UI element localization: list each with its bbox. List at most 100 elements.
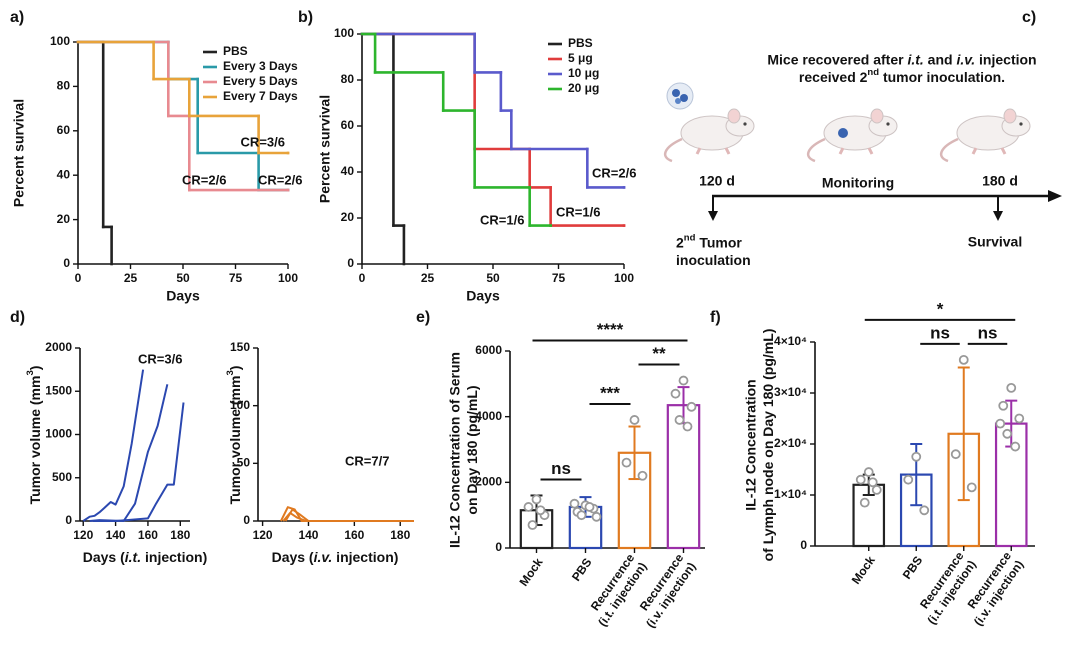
text-part: injection): [141, 549, 207, 565]
y-axis-label: Percent survival: [317, 95, 333, 203]
text-part: 2: [676, 234, 684, 250]
data-point: [678, 375, 689, 386]
data-point: [527, 520, 538, 530]
growth-line: [82, 369, 145, 522]
text-part: injection): [332, 549, 398, 565]
growth-line: [89, 384, 169, 522]
chart-panel: b) 0 20 40 60 80 100 0 25 50 75 100 Days Percent surv…: [298, 9, 636, 303]
data-point: [903, 474, 914, 485]
text-line: Tumor volume (mm3): [25, 366, 43, 505]
y-tick-label: 1000: [45, 427, 72, 441]
series: [76, 40, 290, 155]
text-part: i.t.: [125, 549, 141, 565]
y-axis-label: Tumor volume (mm3): [225, 366, 243, 505]
data-point: [1006, 382, 1017, 393]
event-arrowhead: [993, 211, 1003, 221]
data-point: [629, 415, 640, 425]
significance-label: ns: [930, 323, 950, 342]
category-label: Mock: [516, 555, 545, 588]
legend-label: PBS: [568, 36, 593, 50]
timeline-arrowhead: [1048, 190, 1062, 202]
data-point: [569, 498, 580, 509]
y-tick-label: 0: [495, 540, 502, 554]
text-line: Mice recovered after i.t. and i.v. injec…: [767, 51, 1036, 67]
mouse: [939, 107, 1032, 163]
text-part: i.v.: [314, 549, 333, 565]
data-point: [911, 451, 922, 462]
annotation: CR=3/6: [241, 134, 285, 149]
y-tick-label: 2000: [475, 475, 502, 489]
legend-label: Every 3 Days: [223, 59, 298, 73]
y-tick-label: 0: [65, 513, 72, 527]
data-point: [1002, 428, 1013, 439]
data-point: [584, 502, 595, 512]
series: [360, 32, 552, 227]
text-part: i.t.: [907, 51, 923, 67]
text-part: and: [924, 51, 957, 67]
text-part: received 2: [799, 68, 868, 84]
data-point: [966, 482, 977, 493]
y-tick-label: 60: [57, 123, 71, 137]
y-tick-label: 50: [237, 456, 251, 470]
data-point: [1014, 413, 1025, 424]
data-point: [871, 484, 882, 495]
x-tick-label: 160: [344, 528, 364, 542]
text-line: Days (i.v. injection): [272, 549, 399, 565]
y-tick-label: 4×10⁴: [774, 334, 807, 348]
data-point: [591, 511, 602, 522]
annotation: CR=2/6: [258, 172, 302, 187]
panel-label: b): [298, 9, 313, 26]
event-arrowhead: [708, 211, 718, 221]
cell-cluster: [666, 82, 694, 110]
cell: [675, 98, 681, 104]
text-part: Tumor: [695, 234, 742, 250]
caption: Mice recovered after i.t. and i.v. injec…: [767, 51, 1036, 85]
y-axis-label: Percent survival: [11, 99, 27, 207]
y-axis-label: IL-12 Concentration of Serum on Day 180 (…: [446, 352, 480, 548]
legend-label: 20 μg: [568, 81, 599, 95]
x-tick-label: 160: [138, 528, 158, 542]
y-tick-label: 1×10⁴: [774, 487, 807, 501]
y-tick-label: 80: [341, 72, 355, 86]
y-tick-label: 150: [230, 340, 250, 354]
x-axis-label: Days (i.t. injection): [83, 549, 208, 565]
data-point: [686, 401, 697, 412]
x-tick-label: 140: [106, 528, 126, 542]
legend-label: 10 μg: [568, 66, 599, 80]
x-tick-label: 100: [614, 271, 634, 285]
cell: [680, 94, 688, 102]
x-tick-label: 50: [486, 271, 500, 285]
y-tick-label: 4000: [475, 409, 502, 423]
text-line: Tumor volume (mm3): [225, 366, 243, 505]
text-part: 3: [225, 370, 236, 375]
text-part: ): [227, 366, 243, 371]
text-line: IL-12 Concentration: [742, 379, 758, 510]
text-part: ): [27, 366, 43, 371]
panel-label: a): [10, 9, 24, 26]
x-tick-label: 180: [170, 528, 190, 542]
text-part: 3: [25, 370, 36, 375]
x-axis-label: Days (i.v. injection): [272, 549, 399, 565]
y-tick-label: 100: [230, 398, 250, 412]
y-tick-label: 3×10⁴: [774, 385, 807, 399]
legend-label: Every 5 Days: [223, 74, 298, 88]
x-tick-label: 100: [278, 271, 298, 285]
significance-label: **: [652, 344, 666, 363]
mouse: [806, 107, 899, 163]
text-part: Days (: [83, 549, 125, 565]
x-tick-label: 120: [253, 528, 273, 542]
growth-line: [284, 508, 414, 522]
significance-label: *: [937, 299, 944, 318]
annotation: CR=1/6: [556, 204, 600, 219]
text-line: inoculation: [676, 251, 751, 267]
data-point: [859, 497, 870, 508]
data-point: [919, 505, 930, 516]
data-point: [637, 470, 648, 481]
y-tick-label: 0: [347, 256, 354, 270]
text-line: IL-12 Concentration of Serum: [446, 352, 462, 548]
series: [360, 32, 626, 189]
y-tick-label: 2×10⁴: [774, 436, 807, 450]
x-tick-label: 50: [176, 271, 190, 285]
